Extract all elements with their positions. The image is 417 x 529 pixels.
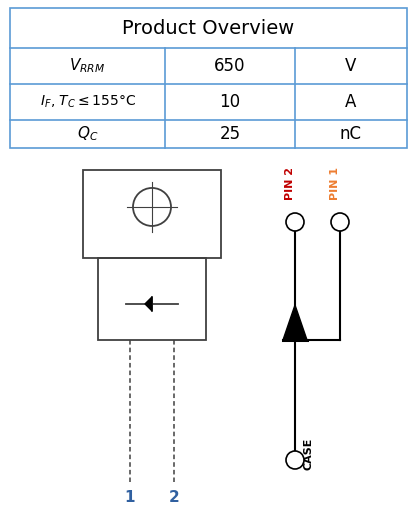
Circle shape: [286, 213, 304, 231]
Polygon shape: [283, 305, 307, 340]
Text: V: V: [345, 57, 357, 75]
Bar: [83, 170, 221, 258]
Text: Product Overview: Product Overview: [122, 19, 295, 38]
Text: $I_F$, $T_C$$\leq$155°C: $I_F$, $T_C$$\leq$155°C: [40, 94, 136, 110]
Polygon shape: [145, 297, 152, 311]
Text: A: A: [345, 93, 357, 111]
Text: 10: 10: [219, 93, 241, 111]
Text: 1: 1: [125, 489, 135, 505]
Text: 25: 25: [219, 125, 241, 143]
Text: 650: 650: [214, 57, 246, 75]
Text: CASE: CASE: [304, 437, 314, 470]
Circle shape: [331, 213, 349, 231]
Text: PIN 1: PIN 1: [330, 167, 340, 200]
Text: 2: 2: [168, 489, 179, 505]
Bar: [10, 8, 407, 148]
Text: PIN 2: PIN 2: [285, 167, 295, 200]
Circle shape: [286, 451, 304, 469]
Text: $V_{RRM}$: $V_{RRM}$: [69, 57, 106, 75]
Text: nC: nC: [340, 125, 362, 143]
Bar: [98, 258, 206, 340]
Text: $Q_C$: $Q_C$: [77, 125, 98, 143]
